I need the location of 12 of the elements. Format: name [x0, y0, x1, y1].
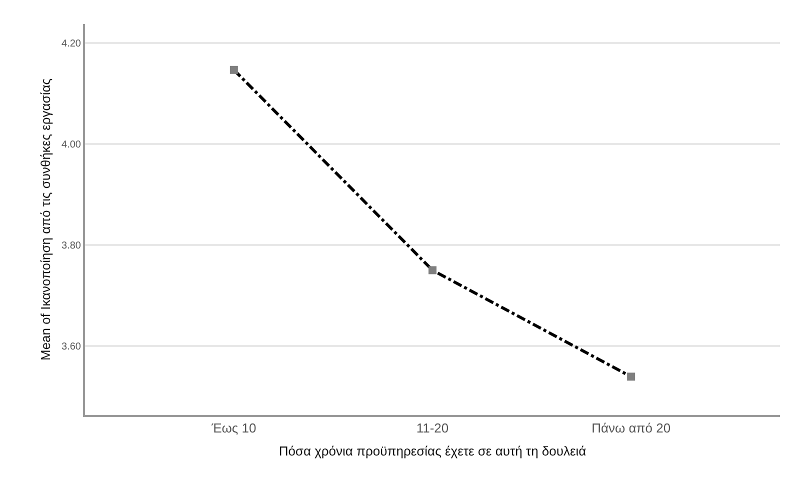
point: [230, 66, 238, 74]
y-axis-title: Mean of Ικανοποίηση από τις συνθήκες εργασίας: [38, 78, 53, 360]
y-tick-label: 3.80: [62, 240, 82, 252]
y-tick-label: 3.60: [62, 341, 82, 352]
y-tick-label: 4.20: [62, 38, 82, 50]
point: [627, 372, 636, 381]
x-tick-label: 11-20: [416, 420, 449, 436]
x-tick-label: Έως 10: [210, 420, 256, 436]
x-axis-title: Πόσα χρόνια προϋπηρεσίας έχετε σε αυτή τη δουλειά: [278, 444, 587, 459]
y-tick-label: 4.00: [62, 140, 82, 151]
point: [428, 266, 436, 274]
x-tick-label: Πάνω από 20: [592, 420, 671, 436]
